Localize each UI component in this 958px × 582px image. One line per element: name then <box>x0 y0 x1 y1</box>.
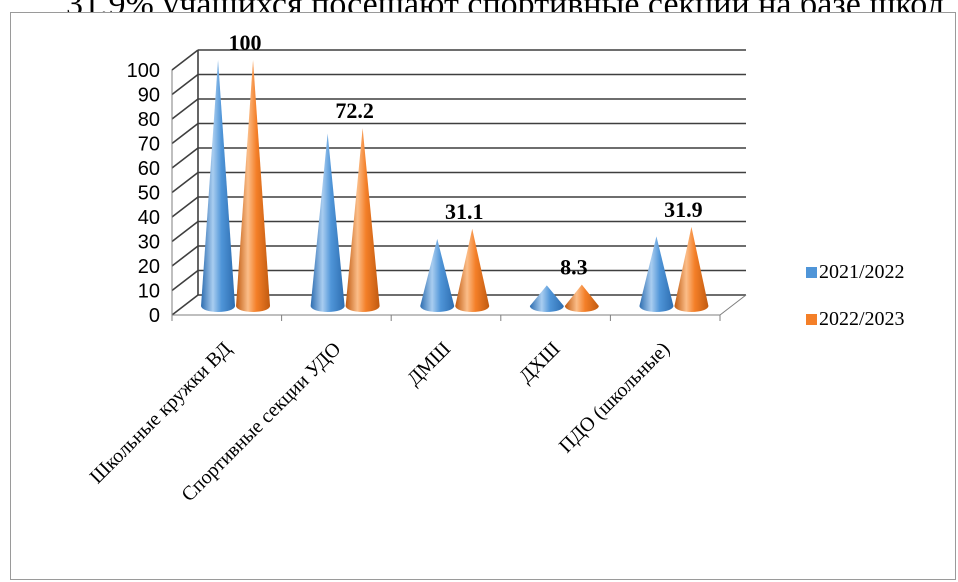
category-label: ПДО (школьные) <box>555 338 674 457</box>
gridline-side <box>171 171 199 194</box>
gridline-side <box>171 122 199 145</box>
cone-bar <box>529 285 564 312</box>
cone-bar <box>236 60 271 312</box>
gridline-side <box>171 294 199 316</box>
gridline-side <box>171 73 199 96</box>
gridline-side <box>171 196 199 218</box>
cone-bar <box>420 238 455 312</box>
y-tick-label: 40 <box>138 207 160 229</box>
y-tick-label: 10 <box>138 281 160 303</box>
legend-label: 2021/2022 <box>819 261 905 283</box>
grid-layer <box>171 49 747 321</box>
y-tick-label: 50 <box>138 183 160 205</box>
cone-bar <box>674 226 709 312</box>
legend-swatch <box>806 267 817 278</box>
cone-bar <box>201 60 236 312</box>
data-label: 31.1 <box>445 199 484 224</box>
floor-right-edge <box>719 294 747 316</box>
legend-swatch <box>806 314 817 325</box>
legend-label: 2022/2023 <box>819 308 905 330</box>
gridline-side <box>171 147 199 169</box>
cone-bar <box>345 128 380 312</box>
y-tick-label: 90 <box>138 85 160 107</box>
y-tick-label: 20 <box>138 256 160 278</box>
y-tick-label: 30 <box>138 232 160 254</box>
y-tick-label: 0 <box>149 305 160 327</box>
data-label: 8.3 <box>560 255 588 280</box>
data-label: 72.2 <box>335 98 374 123</box>
category-label: ДМШ <box>403 338 455 390</box>
category-label: ДХШ <box>515 338 565 388</box>
y-tick-label: 60 <box>138 158 160 180</box>
cone-bar <box>564 284 599 312</box>
legend: 2021/2022 2022/2023 <box>806 261 905 330</box>
gridline-side <box>171 98 199 120</box>
gridline-side <box>171 49 199 71</box>
cone-bar <box>455 228 490 312</box>
gridline-side <box>171 220 199 243</box>
cone-bar <box>639 236 674 312</box>
gridline-side <box>171 269 199 292</box>
y-tick-label: 100 <box>127 60 160 82</box>
gridline-side <box>171 245 199 267</box>
cone-layer <box>201 60 709 312</box>
data-labels: 100 72.2 31.1 8.3 31.9 <box>229 30 703 280</box>
y-tick-label: 70 <box>138 134 160 156</box>
data-label: 100 <box>229 30 262 55</box>
cone-bar <box>310 133 345 312</box>
data-label: 31.9 <box>664 197 703 222</box>
y-tick-label: 80 <box>138 109 160 131</box>
